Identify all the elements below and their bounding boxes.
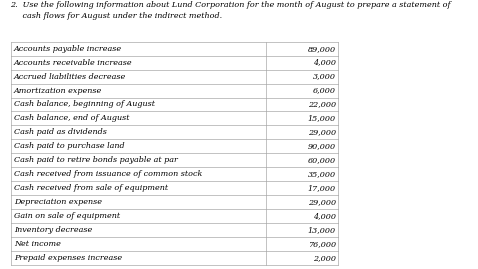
Text: 2.  Use the following information about Lund Corporation for the month of August: 2. Use the following information about L… <box>10 1 450 9</box>
Text: Net income: Net income <box>14 240 61 248</box>
Text: Cash received from issuance of common stock: Cash received from issuance of common st… <box>14 170 202 178</box>
Text: cash flows for August under the indirect method.: cash flows for August under the indirect… <box>10 12 222 20</box>
Text: 4,000: 4,000 <box>313 212 336 220</box>
Text: 13,000: 13,000 <box>308 226 336 234</box>
Text: 17,000: 17,000 <box>308 184 336 192</box>
Text: 29,000: 29,000 <box>308 198 336 206</box>
Text: Gain on sale of equipment: Gain on sale of equipment <box>14 212 120 220</box>
Text: 90,000: 90,000 <box>308 142 336 150</box>
Text: Prepaid expenses increase: Prepaid expenses increase <box>14 254 122 262</box>
Text: 22,000: 22,000 <box>308 101 336 108</box>
Text: Amortization expense: Amortization expense <box>14 87 102 94</box>
Text: 2,000: 2,000 <box>313 254 336 262</box>
Text: Inventory decrease: Inventory decrease <box>14 226 92 234</box>
Text: 76,000: 76,000 <box>308 240 336 248</box>
Text: 29,000: 29,000 <box>308 128 336 136</box>
Text: Depreciation expense: Depreciation expense <box>14 198 102 206</box>
Text: Cash balance, end of August: Cash balance, end of August <box>14 114 130 122</box>
Text: Accrued liabilities decrease: Accrued liabilities decrease <box>14 73 126 81</box>
Text: 15,000: 15,000 <box>308 114 336 122</box>
Text: 60,000: 60,000 <box>308 156 336 164</box>
Text: Cash paid to retire bonds payable at par: Cash paid to retire bonds payable at par <box>14 156 178 164</box>
Text: 6,000: 6,000 <box>313 87 336 94</box>
Text: Cash paid to purchase land: Cash paid to purchase land <box>14 142 124 150</box>
Text: Accounts payable increase: Accounts payable increase <box>14 45 122 53</box>
Text: 4,000: 4,000 <box>313 59 336 67</box>
Text: Cash balance, beginning of August: Cash balance, beginning of August <box>14 101 155 108</box>
Text: Accounts receivable increase: Accounts receivable increase <box>14 59 132 67</box>
Text: 3,000: 3,000 <box>313 73 336 81</box>
Text: 35,000: 35,000 <box>308 170 336 178</box>
Text: Cash received from sale of equipment: Cash received from sale of equipment <box>14 184 168 192</box>
Text: 89,000: 89,000 <box>308 45 336 53</box>
Text: Cash paid as dividends: Cash paid as dividends <box>14 128 107 136</box>
